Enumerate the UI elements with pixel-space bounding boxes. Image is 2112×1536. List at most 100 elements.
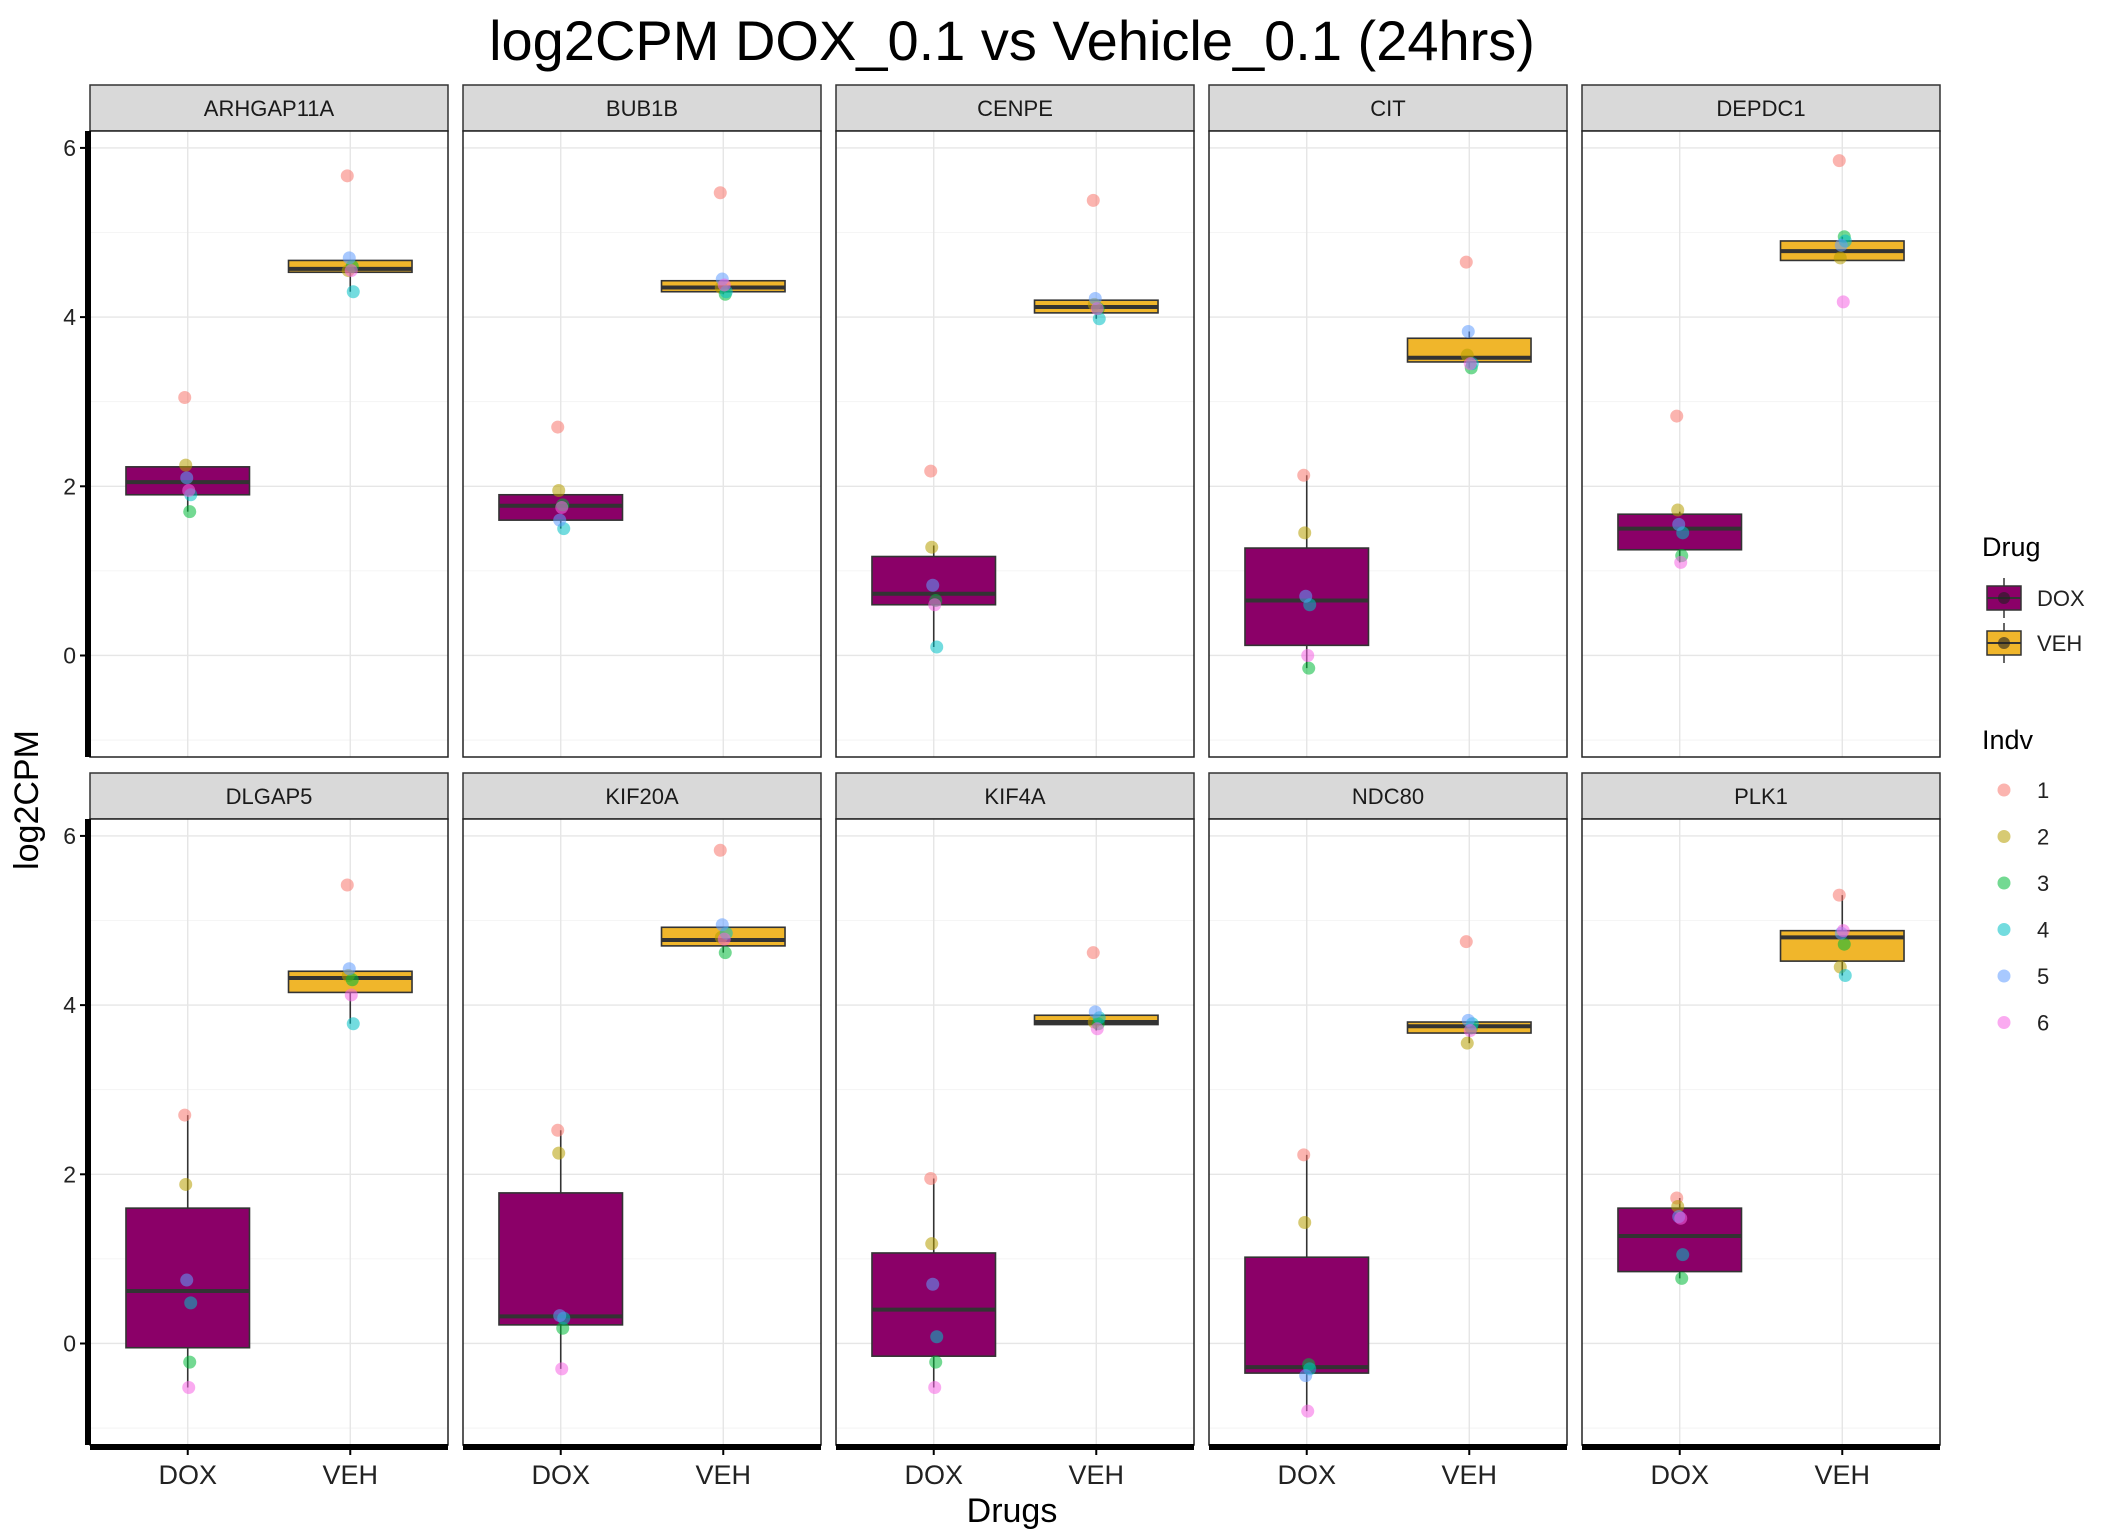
data-point [717, 278, 731, 292]
data-point [928, 1380, 942, 1394]
panel-border [462, 130, 822, 758]
data-point [926, 578, 940, 592]
data-point [555, 500, 569, 514]
data-point [551, 1123, 565, 1137]
facet-strip-label: CENPE [977, 96, 1053, 121]
legend-label-indv: 1 [2037, 778, 2049, 803]
data-point [1298, 1216, 1312, 1230]
data-point [553, 513, 567, 527]
y-tick-label: 2 [63, 1161, 76, 1187]
data-point [1086, 946, 1100, 960]
facet-panel: BUB1B [462, 84, 822, 758]
data-point [1463, 357, 1477, 371]
data-point [180, 1273, 194, 1287]
facet-strip-label: KIF4A [984, 784, 1045, 809]
x-tick-label: DOX [531, 1460, 590, 1490]
facet-panel: CENPE [835, 84, 1195, 758]
legend-title-drug: Drug [1982, 532, 2041, 562]
panel-background [1209, 131, 1567, 757]
facet-panel: PLK1 DOX VEH [1581, 772, 1941, 1490]
panel-border [1581, 130, 1941, 758]
y-tick-label: 2 [63, 473, 76, 499]
facet-panel: KIF4A DOX VEH [835, 772, 1195, 1490]
data-point [930, 1330, 944, 1344]
panel-border [1208, 130, 1568, 758]
x-tick-label: VEH [323, 1460, 379, 1490]
facet-strip-label: DEPDC1 [1716, 96, 1805, 121]
y-tick-label: 6 [63, 823, 76, 849]
data-point [1463, 1023, 1477, 1037]
legend-key-drug [1986, 578, 2022, 618]
data-point [555, 1362, 569, 1376]
data-point [925, 540, 939, 554]
data-point [713, 843, 727, 857]
box [498, 1192, 624, 1326]
data-point [179, 1177, 193, 1191]
data-point [345, 973, 359, 987]
data-point [718, 946, 732, 960]
data-point [344, 264, 358, 278]
facet-strip [835, 84, 1195, 132]
data-point [1090, 1022, 1104, 1036]
data-point [1674, 1211, 1688, 1225]
facet-strip-label: KIF20A [605, 784, 679, 809]
facet-panel: ARHGAP11A 0 2 4 6 [63, 84, 449, 758]
data-point [1301, 648, 1315, 662]
data-point [180, 471, 194, 485]
legend-label-drug: VEH [2037, 631, 2082, 656]
data-point [924, 464, 938, 478]
data-point [183, 1355, 197, 1369]
facet-strip-label: CIT [1370, 96, 1405, 121]
x-tick-label: VEH [696, 1460, 752, 1490]
data-point [1833, 251, 1847, 265]
legend-label-indv: 5 [2037, 964, 2049, 989]
data-point [342, 251, 356, 265]
data-point [340, 169, 354, 183]
facet-panel: KIF20A DOX VEH [462, 772, 822, 1490]
data-point [924, 1172, 938, 1186]
data-point [713, 186, 727, 200]
panel-background [90, 131, 448, 757]
data-point [1837, 937, 1851, 951]
y-tick-label: 0 [63, 642, 76, 668]
legend-key-indv [1997, 923, 2011, 936]
legend-key-indv [1997, 969, 2011, 983]
y-tick-label: 4 [63, 992, 76, 1018]
data-point [930, 640, 944, 654]
x-tick-label: DOX [158, 1460, 217, 1490]
data-point [1674, 555, 1688, 569]
data-point [715, 918, 729, 932]
data-point [1299, 589, 1313, 603]
facet-panel: DLGAP5 0 2 4 6 DOX VEH [63, 772, 449, 1490]
legend-label-drug: DOX [2037, 586, 2085, 611]
legend-key-point [1998, 637, 2010, 649]
data-point [1832, 154, 1846, 168]
data-point [1832, 888, 1846, 902]
data-point [1671, 503, 1685, 517]
facet-strip-label: PLK1 [1734, 784, 1788, 809]
panel-background [1582, 819, 1940, 1445]
facet-strip [1581, 772, 1941, 820]
facet-panel: DEPDC1 [1581, 84, 1941, 758]
legend-key-indv [1997, 830, 2011, 843]
data-point [1675, 1271, 1689, 1285]
data-point [1297, 468, 1311, 482]
data-point [346, 1017, 360, 1031]
data-point [178, 390, 192, 404]
facet-strip [1581, 84, 1941, 132]
facet-strip [835, 772, 1195, 820]
facet-strip-label: DLGAP5 [226, 784, 313, 809]
data-point [1088, 291, 1102, 305]
facet-strip-label: NDC80 [1352, 784, 1424, 809]
data-point [928, 598, 942, 612]
data-point [1461, 324, 1475, 338]
data-point [1298, 526, 1312, 540]
data-point [551, 420, 565, 434]
x-tick-label: VEH [1815, 1460, 1871, 1490]
data-point [182, 1380, 196, 1394]
data-point [926, 1277, 940, 1291]
y-tick-label: 6 [63, 135, 76, 161]
facet-strip [89, 84, 449, 132]
facet-strip-label: ARHGAP11A [204, 96, 335, 121]
legend-key-indv [1997, 1016, 2011, 1029]
